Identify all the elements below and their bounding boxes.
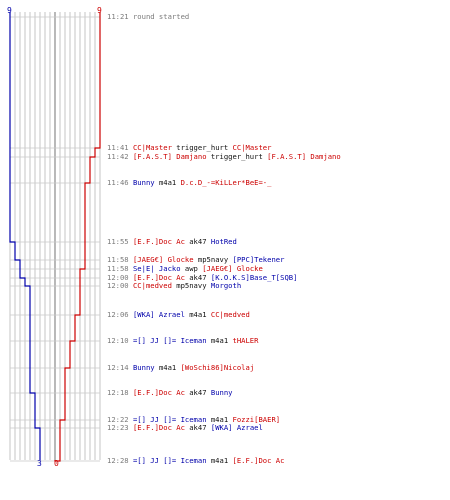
victim-name: D.c.D_-=KiLLer*BeE=-_ (180, 178, 272, 187)
weapon-name: ak47 (189, 237, 211, 246)
event-time: 11:46 (107, 178, 133, 187)
event-row: 12:00 CC|medved mp5navy Morgoth (107, 281, 241, 291)
victim-name: [JAEG€] Glocke (202, 264, 263, 273)
event-row: 12:10 =[] JJ []= Iceman m4a1 tHALER (107, 336, 258, 346)
event-time: 12:06 (107, 310, 133, 319)
event-row: 11:58 Se|E| Jacko awp [JAEG€] Glocke (107, 264, 263, 274)
event-time: 12:10 (107, 336, 133, 345)
event-time: 11:58 (107, 255, 133, 264)
event-time: 11:21 (107, 12, 133, 21)
event-row: 12:00 [E.F.]Doc Ac ak47 [K.O.K.S]Base_T[… (107, 273, 297, 283)
event-row: 11:21 round started (107, 12, 189, 22)
killer-name: Bunny (132, 363, 159, 372)
event-row: 11:42 [F.A.S.T] Damjano trigger_hurt [F.… (107, 152, 341, 162)
event-time: 11:42 (107, 152, 133, 161)
event-time: 12:18 (107, 388, 133, 397)
victim-name: [WKA] Azrael (210, 423, 263, 432)
killer-name: Bunny (132, 178, 159, 187)
event-time: 12:22 (107, 415, 133, 424)
victim-name: tHALER (232, 336, 259, 345)
event-note: round started (132, 12, 190, 21)
event-row: 12:18 [E.F.]Doc Ac ak47 Bunny (107, 388, 233, 398)
killer-name: =[] JJ []= Iceman (132, 336, 211, 345)
victim-name: [WoSchi86]Nicolaj (180, 363, 255, 372)
blue-team-alive-line (9, 12, 41, 460)
red-final-count: 0 (54, 459, 59, 468)
victim-name: [PPC]Tekener (232, 255, 285, 264)
killer-name: [E.F.]Doc Ac (132, 423, 190, 432)
event-time: 12:00 (107, 281, 133, 290)
weapon-name: m4a1 (158, 363, 181, 372)
weapon-name: mp5navy (176, 281, 211, 290)
blue-final-count: 3 (37, 459, 42, 468)
weapon-name: m4a1 (210, 456, 233, 465)
killer-name: CC|medved (132, 281, 177, 290)
event-row: 12:23 [E.F.]Doc Ac ak47 [WKA] Azrael (107, 423, 263, 433)
weapon-name: ak47 (189, 388, 211, 397)
weapon-name: m4a1 (189, 310, 211, 319)
victim-name: CC|medved (210, 310, 250, 319)
victim-name: Morgoth (210, 281, 242, 290)
event-row: 11:58 [JAEG€] Glocke mp5navy [PPC]Tekene… (107, 255, 284, 265)
event-time: 11:41 (107, 143, 133, 152)
weapon-name: m4a1 (210, 336, 233, 345)
weapon-name: awp (184, 264, 203, 273)
killer-name: =[] JJ []= Iceman (132, 456, 211, 465)
event-time: 12:28 (107, 456, 133, 465)
event-row: 12:14 Bunny m4a1 [WoSchi86]Nicolaj (107, 363, 254, 373)
weapon-name: ak47 (189, 423, 211, 432)
weapon-name: mp5navy (197, 255, 233, 264)
event-row: 12:28 =[] JJ []= Iceman m4a1 [E.F.]Doc A… (107, 456, 284, 466)
killer-name: [E.F.]Doc Ac (132, 273, 190, 282)
event-row: 12:22 =[] JJ []= Iceman m4a1 Fozzi[BAER] (107, 415, 280, 425)
victim-name: CC|Master (232, 143, 272, 152)
killer-name: [E.F.]Doc Ac (132, 388, 190, 397)
weapon-name: trigger_hurt (176, 143, 233, 152)
event-time: 11:55 (107, 237, 133, 246)
weapon-name: m4a1 (158, 178, 181, 187)
red-team-alive-line (54, 12, 101, 462)
killer-name: [E.F.]Doc Ac (132, 237, 190, 246)
killer-name: [WKA] Azrael (132, 310, 190, 319)
killer-name: CC|Master (132, 143, 177, 152)
weapon-name: trigger_hurt (210, 152, 268, 161)
victim-name: Bunny (210, 388, 233, 397)
blue-start-count: 9 (7, 6, 12, 15)
weapon-name: m4a1 (210, 415, 233, 424)
event-row: 11:55 [E.F.]Doc Ac ak47 HotRed (107, 237, 237, 247)
event-row: 11:41 CC|Master trigger_hurt CC|Master (107, 143, 271, 153)
event-row: 11:46 Bunny m4a1 D.c.D_-=KiLLer*BeE=-_ (107, 178, 271, 188)
killer-name: =[] JJ []= Iceman (132, 415, 211, 424)
victim-name: [E.F.]Doc Ac (232, 456, 285, 465)
event-time: 12:00 (107, 273, 133, 282)
killer-name: [F.A.S.T] Damjano (132, 152, 211, 161)
victim-name: Fozzi[BAER] (232, 415, 281, 424)
killer-name: [JAEG€] Glocke (132, 255, 198, 264)
event-time: 12:14 (107, 363, 133, 372)
event-time: 11:58 (107, 264, 133, 273)
event-row: 12:06 [WKA] Azrael m4a1 CC|medved (107, 310, 250, 320)
victim-name: HotRed (210, 237, 237, 246)
victim-name: [K.O.K.S]Base_T[SQB] (210, 273, 298, 282)
victim-name: [F.A.S.T] Damjano (267, 152, 341, 161)
red-start-count: 9 (97, 6, 102, 15)
killer-name: Se|E| Jacko (132, 264, 185, 273)
weapon-name: ak47 (189, 273, 211, 282)
event-time: 12:23 (107, 423, 133, 432)
